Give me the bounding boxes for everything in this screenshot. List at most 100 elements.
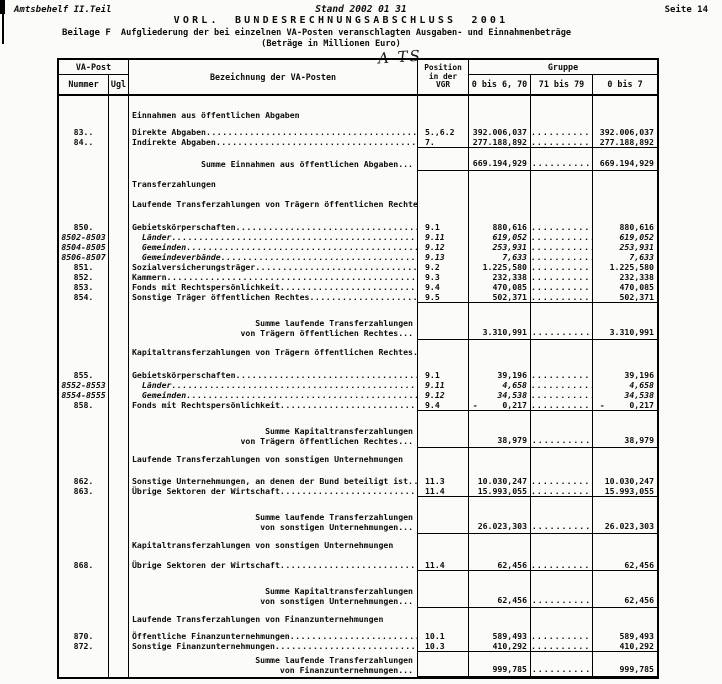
dot-leader xyxy=(216,137,417,147)
row-label: Direkte Abgaben xyxy=(132,127,206,137)
bezeichnung-cell xyxy=(129,210,418,222)
gruppe-col2-cell: ............ xyxy=(531,631,593,641)
page-number: Seite 14 xyxy=(664,5,708,15)
gruppe-col2-cell: ............ xyxy=(531,272,593,282)
table-row: 855.Gebietskörperschaften9.139,196......… xyxy=(59,370,657,380)
gruppe-col3-cell xyxy=(593,358,657,370)
gruppe-col3-cell xyxy=(593,454,657,465)
bezeichnung-cell xyxy=(129,625,418,631)
sum-label-line: Summe laufende Transferzahlungen xyxy=(255,512,413,522)
ugl-cell xyxy=(109,171,129,179)
sum-label-line: Summe Kapitaltransferzahlungen xyxy=(265,426,413,436)
va-number-cell xyxy=(59,540,109,551)
table-row: 870. Öffentliche Finanzunternehmungen 10.1… xyxy=(59,631,657,641)
gruppe-col3-cell: 38,979 xyxy=(593,410,657,448)
gruppe-col1-cell xyxy=(469,448,531,454)
subsection-row: Laufende Transferzahlungen von sonstigen… xyxy=(59,454,657,465)
va-number-cell xyxy=(59,608,109,614)
ugl-cell xyxy=(109,147,129,171)
va-number-cell: 853. xyxy=(59,282,109,292)
header-gruppe-0-bis-7: 0 bis 7 xyxy=(607,79,643,89)
va-number-cell: 863. xyxy=(59,486,109,496)
va-number-cell xyxy=(59,340,109,347)
gruppe-col2-cell: ............ xyxy=(531,242,593,252)
bezeichnung-cell: Öffentliche Finanzunternehmungen xyxy=(129,631,418,641)
bezeichnung-cell: Kammern xyxy=(129,272,418,282)
gruppe-col1-cell xyxy=(469,534,531,540)
gruppe-col1-cell: 619,052 xyxy=(469,232,531,242)
table-row: 851.Sozialversicherungsträger9.21.225,58… xyxy=(59,262,657,272)
gruppe-col1-cell xyxy=(469,540,531,551)
gruppe-col3-cell xyxy=(593,540,657,551)
position-cell: 9.4 xyxy=(418,400,469,410)
ugl-cell xyxy=(109,465,129,476)
header-ugl: Ugl xyxy=(109,75,129,94)
gruppe-col2-cell xyxy=(531,347,593,358)
gruppe-col3-cell: 7,633 xyxy=(629,252,654,262)
dot-leader xyxy=(167,272,417,282)
bezeichnung-cell xyxy=(129,190,418,199)
table-row: 872.Sonstige Finanzunternehmungen10.3410… xyxy=(59,641,657,651)
gruppe-col1-cell: 589,493 xyxy=(469,631,531,641)
bezeichnung-cell xyxy=(129,358,418,370)
va-number-cell xyxy=(59,551,109,560)
gruppe-col2-cell xyxy=(531,358,593,370)
position-cell: 10.1 xyxy=(418,631,469,641)
ugl-cell xyxy=(109,121,129,127)
bezeichnung-cell: Länder xyxy=(129,380,418,390)
row-label: Sonstige Unternehmungen, an denen der Bu… xyxy=(132,476,409,486)
gruppe-col2-cell: ............ xyxy=(531,127,593,137)
gruppe-col2-cell xyxy=(531,340,593,347)
bezeichnung-cell xyxy=(129,96,418,110)
position-cell xyxy=(418,210,469,222)
position-cell: 11.3 xyxy=(418,476,469,486)
sum-row: Summe laufende Transferzahlungen von Träg… xyxy=(59,302,657,340)
va-number-cell xyxy=(59,496,109,534)
gruppe-col1-cell: 39,196 xyxy=(469,370,531,380)
va-posten-table: VA-Post Bezeichnung der VA-Posten Positi… xyxy=(57,58,659,679)
gruppe-col1-cell: 232,338 xyxy=(469,272,531,282)
bezeichnung-cell: Laufende Transferzahlungen von Finanzunt… xyxy=(129,614,418,625)
header-gruppe-0-bis-6-70: 0 bis 6, 70 xyxy=(469,75,531,94)
bezeichnung-cell: Übrige Sektoren der Wirtschaft xyxy=(129,486,418,496)
row-label: Transferzahlungen xyxy=(132,179,216,189)
dot-leader xyxy=(408,476,417,486)
position-cell: 9.11 xyxy=(418,380,469,390)
ugl-cell xyxy=(109,190,129,199)
sum-label-line: Summe laufende Transferzahlungen xyxy=(255,655,413,665)
va-number-cell: 858. xyxy=(59,400,109,410)
gruppe-col1-cell xyxy=(469,358,531,370)
subsection-row: Kapitaltransferzahlungen von sonstigen U… xyxy=(59,540,657,551)
bezeichnung-cell xyxy=(129,534,418,540)
document-edition-label: Amtsbehelf II.Teil xyxy=(14,5,112,15)
position-cell xyxy=(418,534,469,540)
row-label: Fonds mit Rechtspersönlichkeit xyxy=(132,400,280,410)
row-label: Laufende Transferzahlungen von Finanzunt… xyxy=(132,614,384,624)
position-cell xyxy=(418,625,469,631)
subsection-row: Laufende Transferzahlungen von Finanzunt… xyxy=(59,614,657,625)
gruppe-col2-cell xyxy=(531,465,593,476)
va-number-cell: 862. xyxy=(59,476,109,486)
table-row: 858.Fonds mit Rechtspersönlichkeit9.4- 0… xyxy=(59,400,657,410)
gruppe-col2-cell xyxy=(531,190,593,199)
row-label: Sozialversicherungsträger xyxy=(132,262,256,272)
gruppe-col3-cell: 999,785 xyxy=(593,651,657,677)
scan-artifact-mark xyxy=(0,0,5,14)
spacer-row xyxy=(59,448,657,454)
sum-label-line: von sonstigen Unternehmungen... xyxy=(260,522,413,532)
header-va-post: VA-Post xyxy=(59,60,129,75)
position-cell xyxy=(418,614,469,625)
gruppe-col2-cell: ............ xyxy=(531,282,593,292)
row-label: Sonstige Träger öffentlichen Rechtes xyxy=(132,292,310,302)
dot-leader xyxy=(290,631,417,641)
section-row: Einnahmen aus öffentlichen Abgaben xyxy=(59,110,657,121)
va-number-cell: 8502-8503 xyxy=(59,232,109,242)
position-cell: 11.4 xyxy=(418,560,469,570)
row-label: Übrige Sektoren der Wirtschaft xyxy=(132,486,280,496)
gruppe-col2-cell: ............ xyxy=(531,370,593,380)
ugl-cell xyxy=(109,448,129,454)
bezeichnung-cell: Summe laufende Transferzahlungen von Fina… xyxy=(129,651,418,677)
bezeichnung-cell: Kapitaltransferzahlungen von sonstigen U… xyxy=(129,540,418,551)
gruppe-col1-cell: 7,633 xyxy=(469,252,531,262)
row-label: Laufende Transferzahlungen von sonstigen… xyxy=(132,454,404,464)
